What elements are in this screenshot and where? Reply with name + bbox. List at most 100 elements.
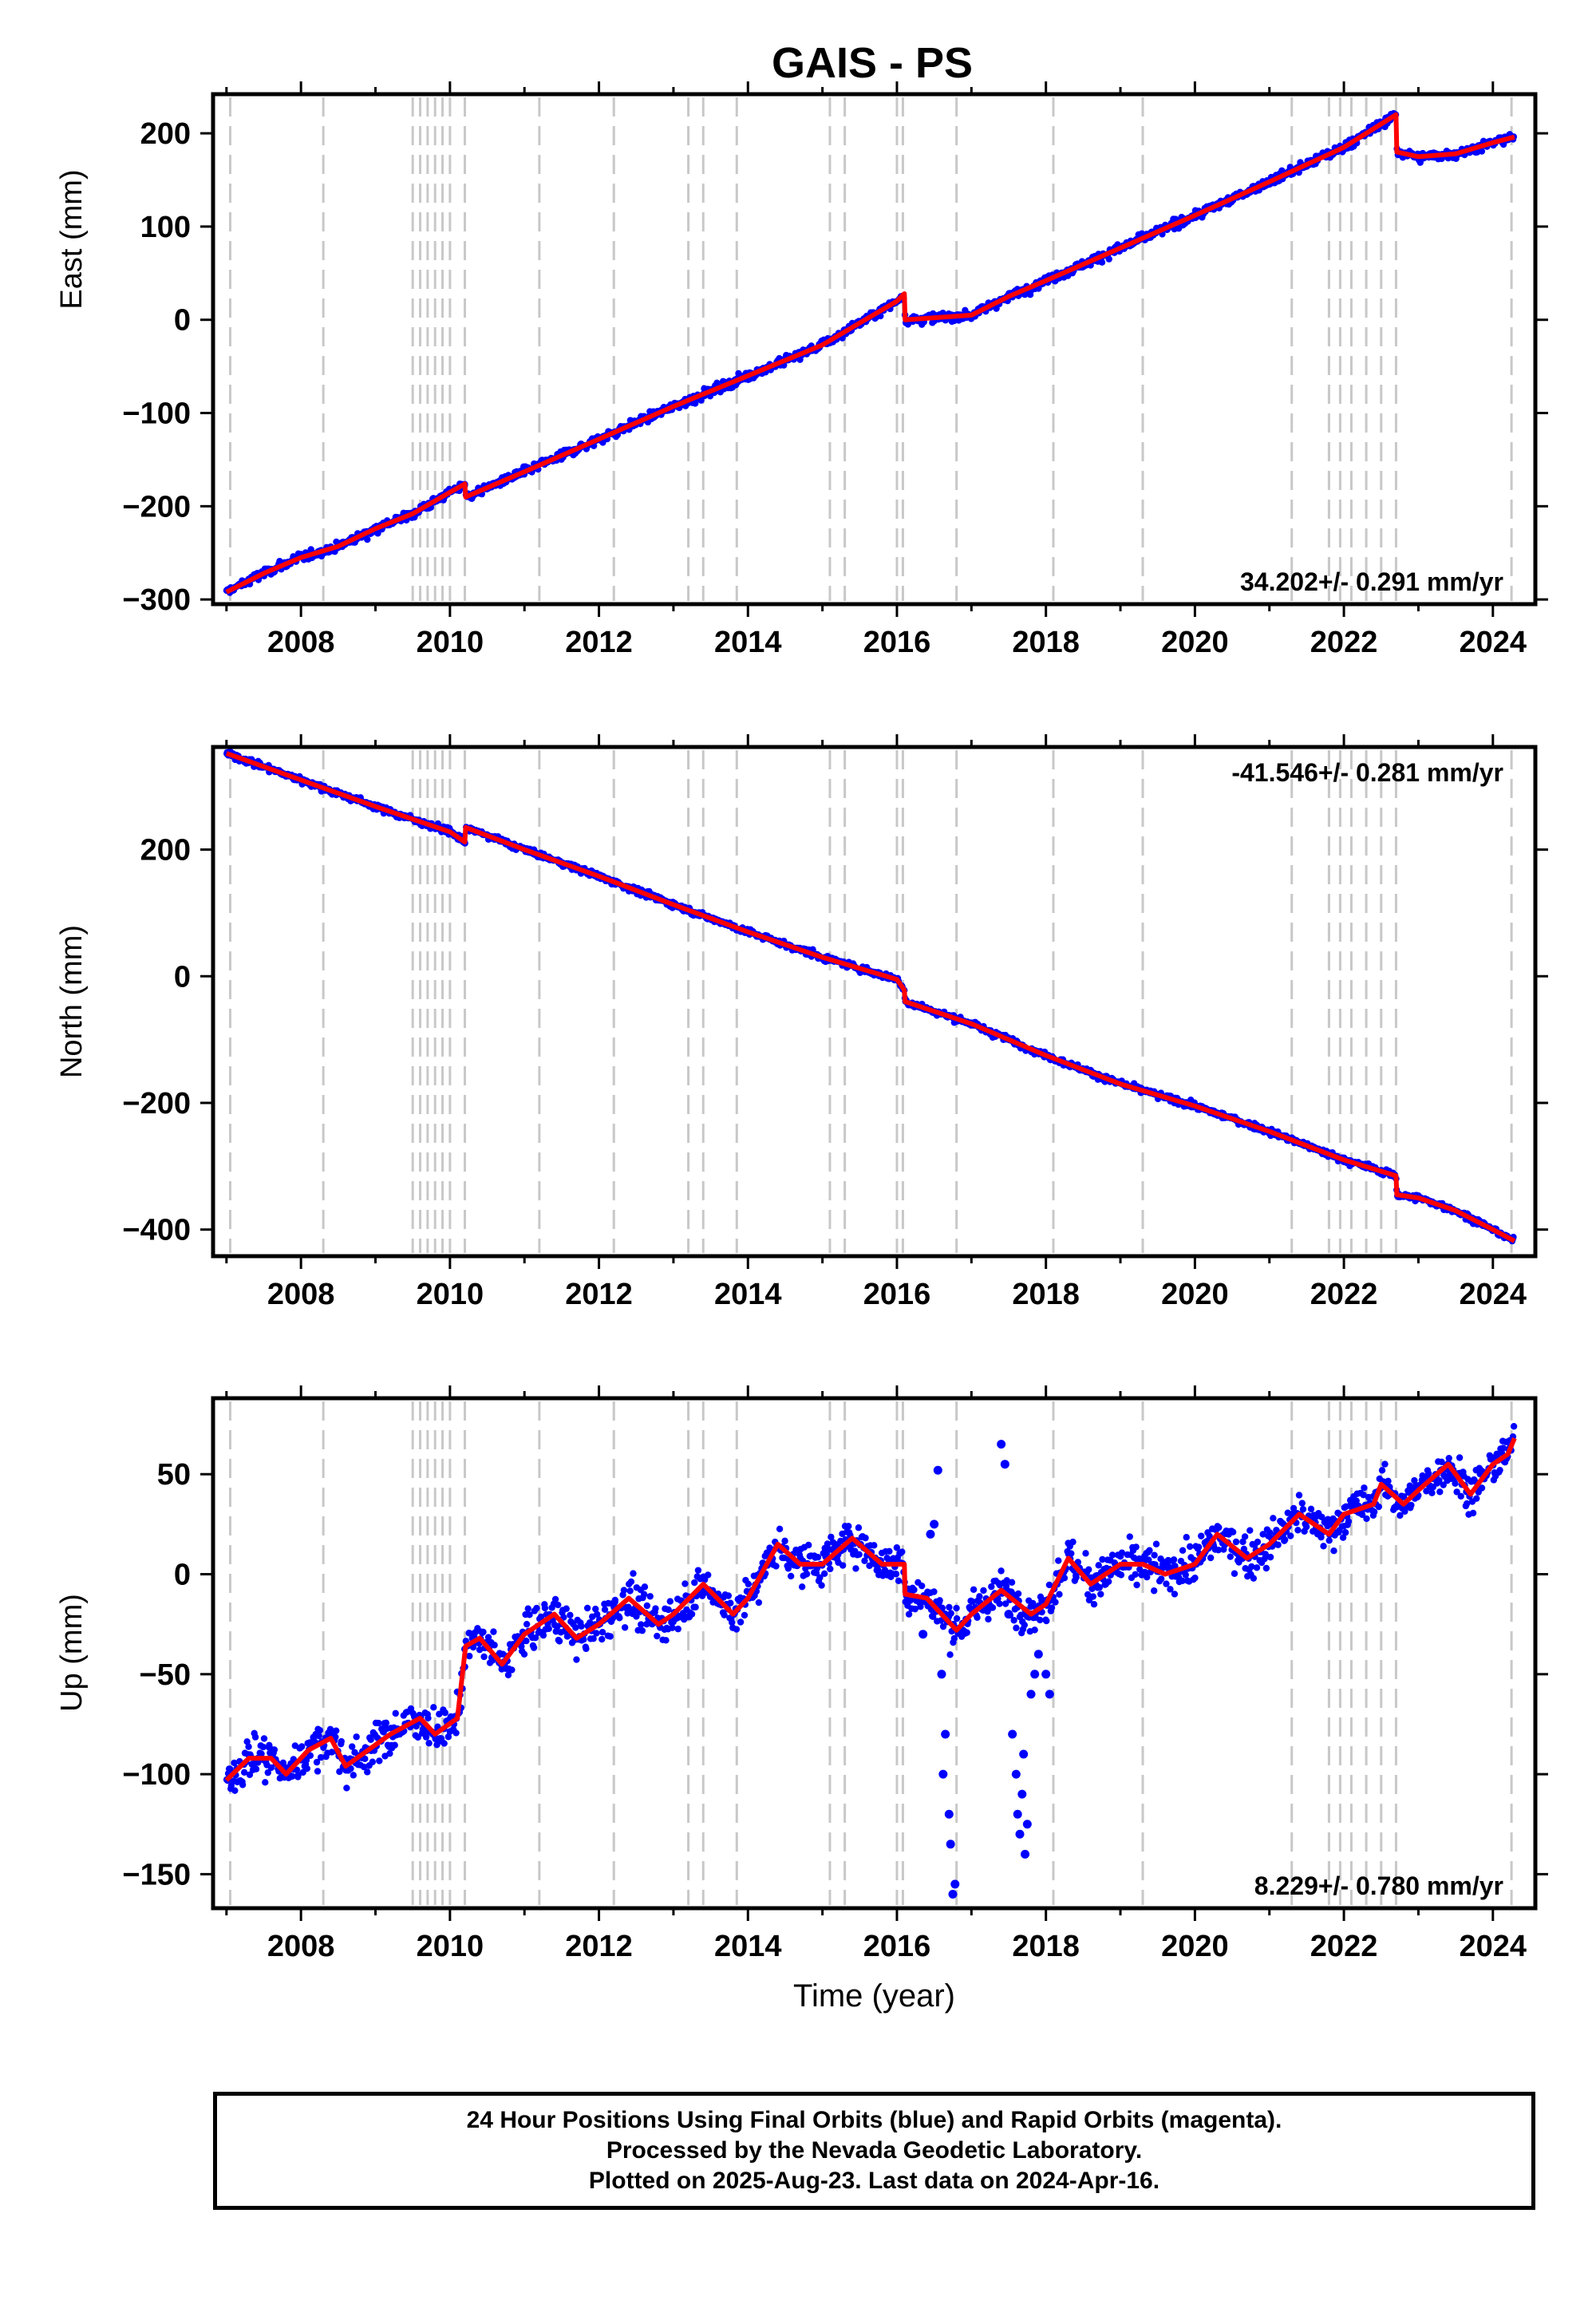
data-point [855,1524,863,1531]
data-point [1274,1541,1282,1548]
data-point [593,1611,601,1618]
data-point [1215,1524,1223,1531]
data-point [523,1637,530,1645]
data-point [1090,1601,1098,1608]
data-point [1151,1551,1158,1559]
data-point [1361,1484,1368,1492]
caption-line-processor: Processed by the Nevada Geodetic Laborat… [606,2137,1143,2164]
y-tick-label: 0 [174,960,191,994]
data-point [1488,1454,1496,1461]
x-tick-label: 2010 [417,1930,484,1963]
data-point [369,1758,377,1765]
outlier-point [944,1809,954,1819]
data-point [917,1603,924,1611]
outlier-point [1015,1829,1025,1839]
data-point [1253,1564,1261,1571]
data-point [725,1592,733,1599]
data-point [392,1709,399,1717]
data-point [694,1567,702,1574]
data-point [681,1580,689,1587]
x-tick-label: 2024 [1460,1930,1527,1963]
data-point [852,1565,859,1572]
data-point [555,1601,562,1609]
data-point [466,1652,473,1660]
data-point [592,1605,599,1613]
data-point [1073,1574,1080,1581]
outlier-point [1011,1769,1021,1779]
data-point [1262,1551,1269,1558]
outlier-point [1022,1820,1032,1829]
x-tick-label: 2020 [1161,1278,1229,1311]
y-tick-label: −400 [122,1214,191,1247]
outlier-point [930,1520,939,1529]
data-point [1307,1505,1315,1513]
y-tick-label: 100 [140,211,191,244]
data-point [1037,1616,1044,1624]
data-point [781,1537,788,1545]
data-point [640,1591,648,1598]
data-point [652,1605,659,1612]
data-point [621,1624,629,1631]
data-point [1358,1511,1366,1519]
data-point [264,1769,271,1777]
data-point [691,1579,698,1587]
data-point [1191,1574,1199,1582]
data-point [441,1709,448,1717]
x-tick-label: 2008 [267,626,335,659]
data-point [946,1603,953,1611]
data-point [729,1618,736,1626]
outlier-point [1026,1690,1036,1699]
data-point [317,1753,325,1761]
up-velocity-label: 8.229+/- 0.780 mm/yr [1254,1871,1503,1900]
data-point [1299,1505,1307,1513]
outlier-point [950,1879,960,1889]
data-point [1436,1488,1444,1496]
data-point [1010,1617,1017,1624]
outlier-point [938,1769,948,1779]
data-point [531,1634,539,1642]
data-point [245,1743,252,1750]
y-tick-label: −200 [122,1087,191,1120]
outlier-point [1045,1690,1054,1699]
east-y-axis-label: East (mm) [55,169,89,309]
data-point [361,1755,369,1763]
data-point [814,1554,822,1561]
data-point [1381,1460,1389,1468]
data-point [260,1735,268,1742]
outlier-point [1041,1670,1051,1679]
data-point [1457,1492,1464,1500]
data-point [1229,1528,1237,1535]
data-point [480,1628,487,1636]
x-tick-label: 2014 [714,1930,782,1963]
data-point [638,1621,645,1628]
data-point [1370,1508,1378,1516]
data-point [360,1763,368,1771]
data-point [1082,1550,1089,1557]
data-point [350,1772,358,1779]
data-point [886,1547,893,1555]
x-tick-label: 2022 [1310,1930,1378,1963]
y-tick-label: 0 [174,304,191,338]
data-point [1469,1509,1477,1517]
outlier-point [926,1529,935,1539]
data-point [1239,1538,1246,1546]
y-tick-label: −300 [122,583,191,617]
data-point [1259,1531,1266,1538]
data-point [386,1749,393,1757]
data-point [1445,1454,1452,1462]
data-point [1089,1593,1096,1600]
data-point [1132,1543,1140,1551]
data-point [336,1768,343,1776]
east-velocity-label: 34.202+/- 0.291 mm/yr [1240,567,1503,596]
data-point [1250,1575,1258,1582]
data-point [364,536,371,543]
data-point [231,1787,239,1794]
x-tick-label: 2012 [565,626,633,659]
data-point [1002,1583,1010,1590]
data-point [333,1727,340,1734]
y-tick-label: −50 [140,1658,191,1692]
x-tick-label: 2014 [714,626,782,659]
data-point [508,1666,516,1674]
data-point [895,1577,903,1585]
data-point [818,1582,825,1589]
